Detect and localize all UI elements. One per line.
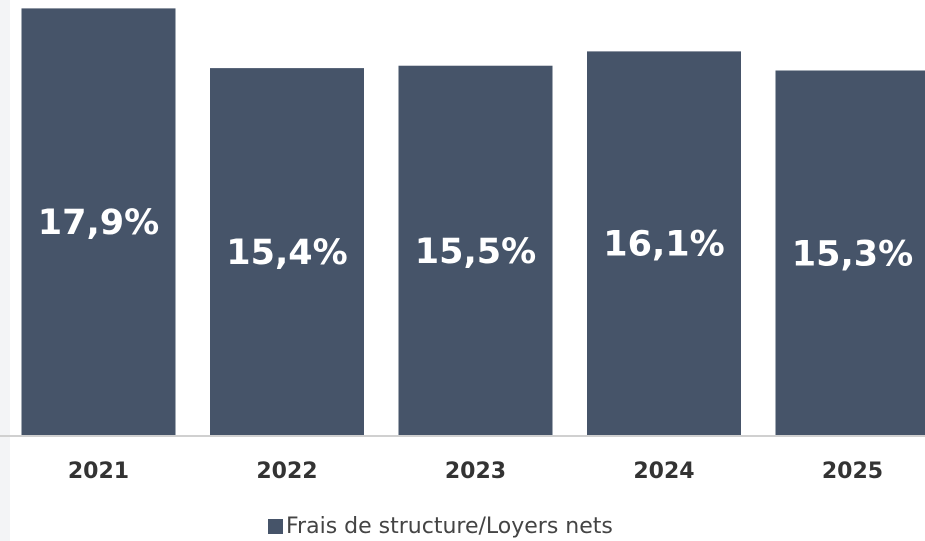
left-edge: [0, 0, 10, 541]
bar: [775, 70, 925, 436]
bar: [21, 8, 176, 437]
value-label: 17,9%: [38, 203, 159, 243]
bar: [398, 65, 553, 436]
value-label: 16,1%: [603, 225, 724, 265]
bar: [587, 51, 741, 437]
x-tick-label: 2024: [633, 459, 694, 484]
value-label: 15,3%: [792, 234, 913, 274]
value-label: 15,5%: [415, 232, 536, 272]
x-tick-label: 2025: [822, 459, 883, 484]
legend-label: Frais de structure/Loyers nets: [286, 514, 613, 539]
value-label: 15,4%: [226, 233, 347, 273]
legend-swatch: [268, 519, 283, 534]
x-tick-label: 2022: [256, 459, 317, 484]
bar: [210, 68, 364, 436]
x-tick-label: 2023: [445, 459, 506, 484]
x-tick-label: 2021: [68, 459, 129, 484]
